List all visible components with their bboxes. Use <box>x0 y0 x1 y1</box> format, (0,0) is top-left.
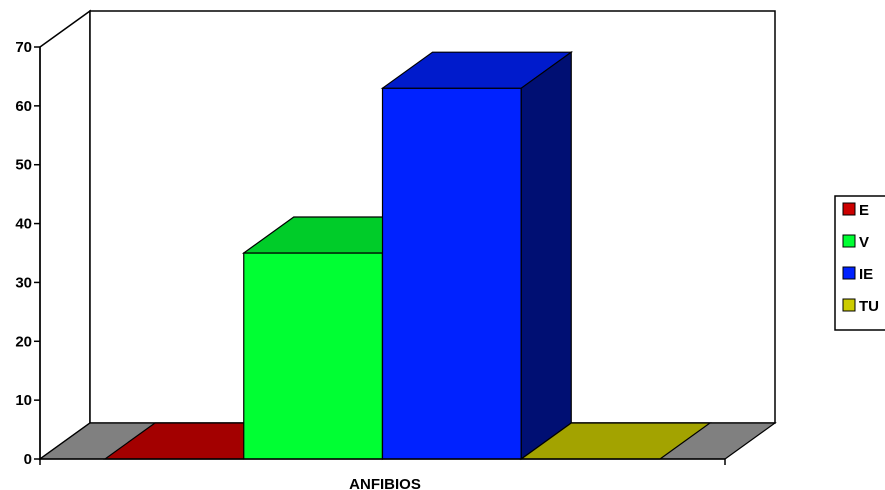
legend-swatch-v <box>842 234 856 248</box>
legend-label-v: V <box>859 234 869 251</box>
legend: EV IE TU <box>834 195 885 331</box>
legend-label-e: E <box>859 202 869 219</box>
legend-label-tu: TU <box>859 298 879 315</box>
bar-front <box>381 87 522 460</box>
side-wall <box>39 9 91 461</box>
x-axis-category-label: ANFIBIOS <box>349 476 421 490</box>
y-tick-label: 0 <box>24 451 32 468</box>
legend-label-ie: IE <box>859 266 873 283</box>
bar-front <box>243 252 384 460</box>
chart-bars <box>103 51 712 461</box>
y-tick-label: 20 <box>15 333 32 350</box>
y-tick-label: 60 <box>15 98 32 115</box>
legend-swatch-tu <box>842 298 856 312</box>
y-tick-label: 30 <box>15 274 32 291</box>
x-axis: ANFIBIOS <box>39 458 726 490</box>
y-axis: 0 10 20 30 40 50 60 70 <box>15 39 41 468</box>
bar-side <box>520 51 572 461</box>
legend-swatch-ie <box>842 266 856 280</box>
legend-swatch-e <box>842 202 856 216</box>
y-tick-label: 40 <box>15 216 32 233</box>
y-tick-label: 50 <box>15 157 32 174</box>
y-tick-label: 10 <box>15 392 32 409</box>
bar-ie <box>380 51 574 461</box>
y-tick-label: 70 <box>15 39 32 56</box>
